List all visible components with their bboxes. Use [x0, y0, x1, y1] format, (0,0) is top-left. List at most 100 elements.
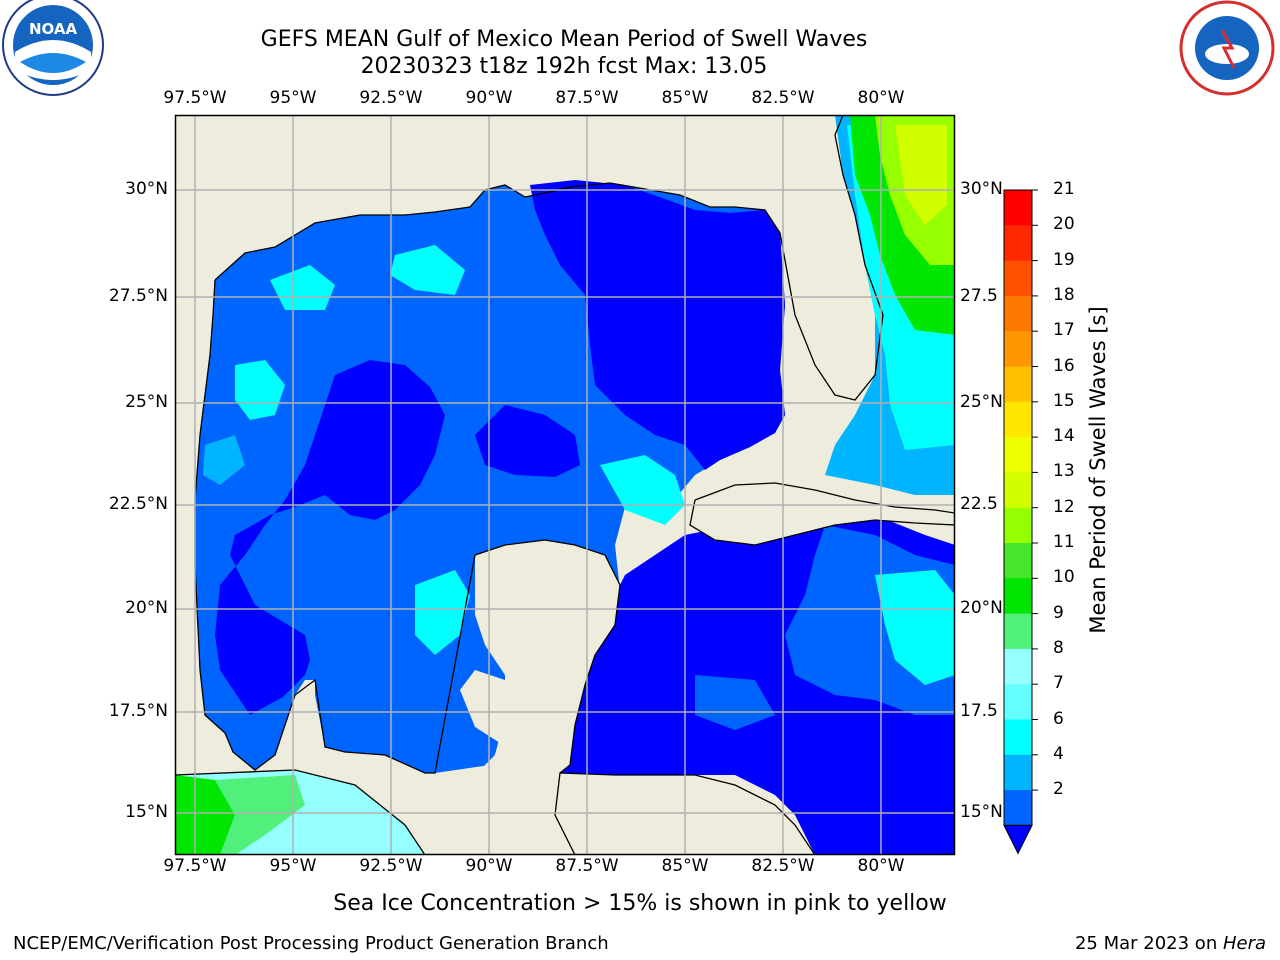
- lat-label-left: 27.5°N: [108, 286, 168, 306]
- colorbar-segment: [1004, 578, 1032, 615]
- gulf-cyan-3: [203, 435, 245, 485]
- cuba-land: [690, 483, 954, 545]
- footer-host: Hera: [1222, 933, 1266, 954]
- colorbar-tick-label: 18: [1053, 284, 1075, 305]
- cuba-coastline: [689, 482, 954, 546]
- lat-label-right: 22.5: [960, 494, 998, 514]
- colorbar-tick-label: 19: [1053, 249, 1075, 270]
- lat-label-right: 20°N: [960, 598, 1003, 618]
- lat-label-left: 17.5°N: [108, 701, 168, 721]
- lon-label-top: 90°W: [465, 88, 513, 108]
- lat-label-right: 15°N: [960, 802, 1003, 822]
- gulf-deep-east: [530, 180, 785, 470]
- yucatan-land: [415, 540, 620, 854]
- lon-label-bottom: 85°W: [661, 856, 709, 876]
- caribbean-medium-2: [695, 675, 775, 730]
- lon-label-top: 80°W: [857, 88, 905, 108]
- lat-label-right: 27.5: [960, 286, 998, 306]
- gulf-cyan-4: [600, 455, 685, 525]
- colorbar-tick-label: 16: [1053, 355, 1075, 376]
- footer-date-text: 25 Mar 2023: [1074, 933, 1190, 954]
- colorbar: [1003, 189, 1038, 855]
- colorbar-segment: [1004, 401, 1032, 438]
- footer-credit: NCEP/EMC/Verification Post Processing Pr…: [13, 933, 609, 954]
- lon-label-bottom: 80°W: [857, 856, 905, 876]
- colorbar-tick-label: 12: [1053, 496, 1075, 517]
- colorbar-segment: [1004, 507, 1032, 544]
- honduras-coastline: [559, 772, 816, 854]
- lon-label-bottom: 92.5°W: [359, 856, 423, 876]
- colorbar-segment: [1004, 225, 1032, 262]
- lon-label-top: 85°W: [661, 88, 709, 108]
- colorbar-segment: [1004, 648, 1032, 685]
- colorbar-segment: [1004, 260, 1032, 297]
- colorbar-segment: [1004, 295, 1032, 332]
- caribbean-cyan: [875, 570, 954, 685]
- lon-label-top: 82.5°W: [751, 88, 815, 108]
- colorbar-segment: [1004, 613, 1032, 650]
- gulf-cyan-2: [390, 245, 465, 295]
- lat-label-right: 30°N: [960, 179, 1003, 199]
- colorbar-tick-label: 2: [1053, 779, 1064, 800]
- sea-ice-note: Sea Ice Concentration > 15% is shown in …: [333, 891, 947, 916]
- footer-date: 25 Mar 2023 on Hera: [1075, 933, 1266, 954]
- colorbar-tick-label: 7: [1053, 673, 1064, 694]
- colorbar-tick-label: 13: [1053, 461, 1075, 482]
- lon-label-top: 97.5°W: [163, 88, 227, 108]
- colorbar-tick-label: 17: [1053, 320, 1075, 341]
- lat-label-left: 25°N: [125, 392, 168, 412]
- lon-label-top: 87.5°W: [555, 88, 619, 108]
- lat-label-left: 30°N: [125, 179, 168, 199]
- colorbar-segment: [1004, 437, 1032, 473]
- noaa-logo: NOAA: [2, 0, 104, 96]
- mexico-coastline: [194, 279, 621, 854]
- colorbar-tick-label: 14: [1053, 426, 1075, 447]
- lat-label-right: 17.5: [960, 701, 998, 721]
- lon-label-bottom: 82.5°W: [751, 856, 815, 876]
- gridlines: [175, 115, 954, 854]
- colorbar-segment: [1004, 719, 1032, 756]
- lat-label-left: 22.5°N: [108, 494, 168, 514]
- gulf-coastline: [214, 115, 884, 401]
- map-frame: [174, 114, 956, 856]
- lon-label-bottom: 95°W: [269, 856, 317, 876]
- pacific-green: [175, 775, 235, 854]
- lat-label-left: 15°N: [125, 802, 168, 822]
- colorbar-tick-label: 21: [1053, 179, 1075, 199]
- gulf-deep-central: [475, 405, 580, 477]
- nws-logo: [1179, 0, 1275, 96]
- colorbar-extend-triangle: [1003, 824, 1033, 855]
- colorbar-segment: [1004, 331, 1032, 367]
- colorbar-label: Mean Period of Swell Waves [s]: [1086, 306, 1110, 634]
- colorbar-tick-label: 9: [1053, 602, 1064, 623]
- map: [174, 114, 956, 856]
- gulf-cyan-6: [270, 265, 335, 310]
- gulf-cyan-1: [235, 360, 285, 420]
- lon-label-bottom: 90°W: [465, 856, 513, 876]
- colorbar-tick-label: 10: [1053, 567, 1075, 588]
- chart-title: GEFS MEAN Gulf of Mexico Mean Period of …: [260, 27, 868, 52]
- colorbar-segment: [1004, 366, 1032, 403]
- gulf-cyan-5: [415, 570, 470, 655]
- colorbar-segment: [1004, 684, 1032, 720]
- colorbar-tick-label: 15: [1053, 390, 1075, 411]
- chart-subtitle: 20230323 t18z 192h fcst Max: 13.05: [360, 54, 768, 79]
- colorbar-tick-label: 6: [1053, 708, 1064, 729]
- colorbar-tick-label: 4: [1053, 743, 1064, 764]
- gulf-deep-west: [215, 360, 445, 715]
- colorbar-tick-label: 20: [1053, 214, 1075, 235]
- lat-label-left: 20°N: [125, 598, 168, 618]
- lat-label-right: 25°N: [960, 392, 1003, 412]
- colorbar-tick-label: 8: [1053, 637, 1064, 658]
- noaa-logo-text: NOAA: [29, 20, 78, 38]
- colorbar-tick-label: 11: [1053, 532, 1075, 552]
- colorbar-segment: [1004, 754, 1032, 791]
- lon-label-bottom: 97.5°W: [163, 856, 227, 876]
- colorbar-segment: [1004, 543, 1032, 579]
- pacific-coastline: [175, 769, 426, 854]
- footer-on: on: [1189, 933, 1223, 954]
- central-america-land: [575, 775, 815, 854]
- colorbar-segment: [1004, 190, 1032, 226]
- atlantic-yellowgreen: [895, 125, 947, 225]
- pacific-lightgreen: [215, 775, 305, 854]
